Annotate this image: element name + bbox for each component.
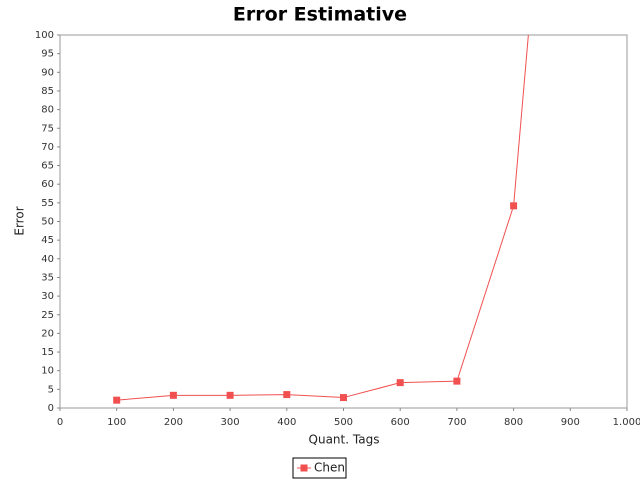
y-tick-label: 90 <box>41 67 54 78</box>
y-tick-label: 45 <box>41 235 54 246</box>
y-tick-label: 75 <box>41 123 54 134</box>
x-tick-label: 400 <box>277 417 296 428</box>
y-tick-label: 40 <box>41 254 54 265</box>
x-tick-label: 600 <box>391 417 410 428</box>
point-marker <box>396 379 404 387</box>
y-tick-label: 20 <box>41 328 54 339</box>
x-tick-label: 0 <box>57 417 63 428</box>
y-tick-label: 0 <box>48 403 54 414</box>
y-tick-label: 30 <box>41 291 54 302</box>
y-tick-label: 50 <box>41 217 54 228</box>
point-marker <box>453 377 461 385</box>
plot-layer <box>113 35 529 404</box>
y-tick-label: 35 <box>41 272 54 283</box>
x-tick-label: 300 <box>221 417 240 428</box>
x-tick-label: 1.000 <box>613 417 640 428</box>
y-tick-label: 80 <box>41 105 54 116</box>
legend-label: Chen <box>314 461 345 475</box>
y-tick-label: 15 <box>41 347 54 358</box>
y-tick-label: 25 <box>41 310 54 321</box>
y-tick-label: 55 <box>41 198 54 209</box>
y-tick-label: 70 <box>41 142 54 153</box>
point-marker <box>226 391 234 399</box>
x-tick-label: 800 <box>504 417 523 428</box>
legend-box <box>292 457 347 479</box>
plot-area <box>59 34 628 409</box>
legend-marker <box>300 464 308 472</box>
y-tick-label: 100 <box>35 30 54 41</box>
x-tick-label: 700 <box>447 417 466 428</box>
y-tick-label: 10 <box>41 366 54 377</box>
y-axis-label: Error <box>13 206 27 235</box>
x-tick-label: 500 <box>334 417 353 428</box>
y-tick-label: 5 <box>48 384 54 395</box>
point-marker <box>169 391 177 399</box>
y-tick-label: 60 <box>41 179 54 190</box>
chart-title: Error Estimative <box>233 4 407 26</box>
x-tick-label: 100 <box>107 417 126 428</box>
point-marker <box>340 394 347 402</box>
x-axis-label: Quant. Tags <box>309 433 380 447</box>
point-marker <box>113 396 121 404</box>
y-tick-label: 95 <box>41 49 54 60</box>
y-tick-label: 65 <box>41 161 54 172</box>
x-tick-label: 900 <box>561 417 580 428</box>
point-marker <box>283 391 291 399</box>
y-tick-label: 85 <box>41 86 54 97</box>
point-marker <box>510 202 518 210</box>
x-tick-label: 200 <box>164 417 183 428</box>
